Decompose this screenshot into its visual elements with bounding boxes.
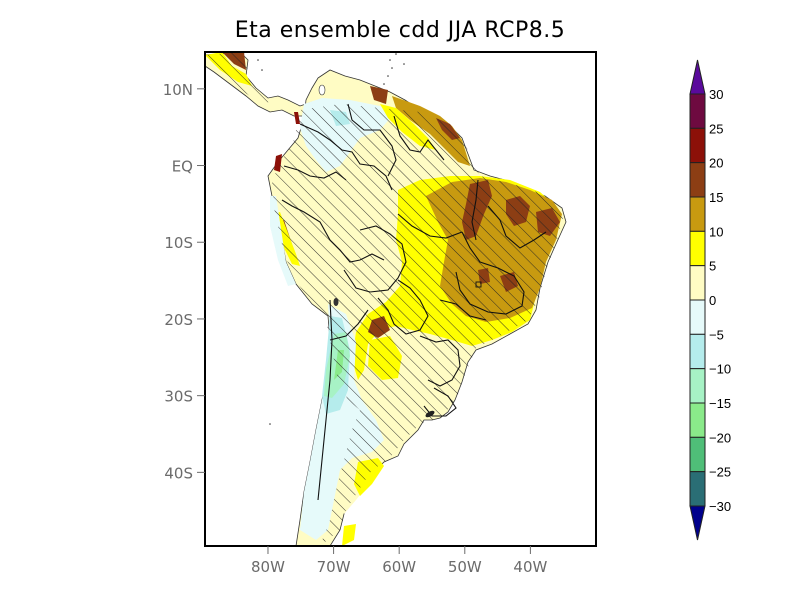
lon-tick-label: 40W <box>513 558 547 576</box>
lon-tick-label: 60W <box>382 558 416 576</box>
colorbar-bin <box>689 299 706 335</box>
lake-titicaca <box>333 298 339 306</box>
colorbar-bin <box>689 196 706 232</box>
colorbar-label: −30 <box>709 499 731 514</box>
map-area <box>205 52 567 546</box>
colorbar-bin <box>689 162 706 198</box>
colorbar-label: 15 <box>709 190 723 205</box>
brown-colombia <box>274 112 300 172</box>
lat-tick-label: EQ <box>172 158 193 176</box>
yellow-patagonia-3 <box>342 524 356 546</box>
colorbar-label: 5 <box>709 259 716 274</box>
colorbar-bin <box>689 93 706 129</box>
longitude-axis: 80W 70W 60W 50W 40W <box>251 546 548 576</box>
lake-marker <box>475 281 482 288</box>
lon-tick-label: 70W <box>317 558 351 576</box>
map-frame <box>204 51 597 547</box>
colorbar-bin <box>689 265 706 301</box>
lat-tick-label: 10N <box>163 81 193 99</box>
colorbar-label: −5 <box>709 327 724 342</box>
lat-tick-label: 10S <box>164 234 193 252</box>
colorbar-label: 20 <box>709 156 723 171</box>
colorbar-bin <box>689 127 706 164</box>
colorbar-bin <box>689 436 706 473</box>
negative-cdd-south <box>300 304 384 540</box>
colorbar-label: −15 <box>709 396 731 411</box>
colorbar-bin <box>689 368 706 404</box>
colorbar-label: 25 <box>709 121 723 136</box>
colorbar-under-triangle <box>689 505 706 541</box>
significance-hatching-central-america <box>205 52 276 104</box>
lagoa-dos-patos <box>425 410 435 418</box>
colorbar-bin <box>689 471 706 507</box>
colorbar-label: 10 <box>709 224 723 239</box>
colorbar-over-triangle <box>689 59 706 95</box>
colorbar-label: −25 <box>709 465 731 480</box>
colorbar-bin <box>689 230 706 267</box>
latitude-axis: 10N EQ 10S 20S 30S 40S <box>163 81 205 482</box>
colorbar-bin <box>689 402 706 438</box>
significance-hatching <box>272 104 564 546</box>
lat-tick-label: 20S <box>164 311 193 329</box>
lat-tick-label: 40S <box>164 464 193 482</box>
country-borders <box>281 103 547 501</box>
colorbar-label: 0 <box>709 293 716 308</box>
lon-tick-label: 50W <box>448 558 482 576</box>
lake-maracaibo <box>318 84 326 96</box>
colorbar-label: −20 <box>709 430 731 445</box>
colorbar-bin <box>689 333 706 370</box>
colorbar-label: 30 <box>709 87 723 102</box>
caribbean-islands <box>257 53 405 425</box>
lon-tick-label: 80W <box>251 558 285 576</box>
colorbar: 30 25 20 15 10 5 0 −5 −10 −15 −20 −25 −30 <box>689 59 731 541</box>
lat-tick-label: 30S <box>164 388 193 406</box>
colorbar-label: −10 <box>709 362 731 377</box>
map-title: Eta ensemble cdd JJA RCP8.5 <box>234 18 566 43</box>
